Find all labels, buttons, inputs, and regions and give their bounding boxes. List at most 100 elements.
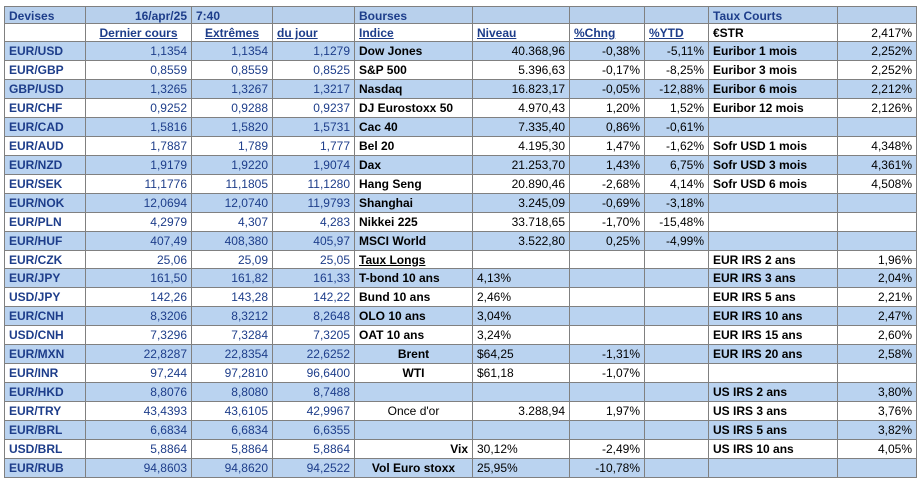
currency-pair: EUR/NZD: [4, 155, 86, 175]
rate-value: 4,508%: [838, 174, 917, 194]
market-level: 4,13%: [473, 269, 570, 289]
dernier-cours-value: 0,8559: [86, 60, 192, 80]
extreme-low-value: 1,777: [273, 136, 355, 156]
daily-change: -2,49%: [570, 440, 645, 460]
rate-name: US IRS 10 ans: [709, 440, 838, 460]
rate-value: 2,252%: [838, 42, 917, 61]
extreme-low-value: 405,97: [273, 231, 355, 251]
market-name: Hang Seng: [355, 174, 473, 194]
extreme-high-value: 43,6105: [192, 402, 273, 422]
header-blank: [473, 6, 570, 24]
extreme-low-value: 8,7488: [273, 383, 355, 403]
market-name: T-bond 10 ans: [355, 269, 473, 289]
rate-value: 4,361%: [838, 155, 917, 175]
dernier-cours-value: 1,7887: [86, 136, 192, 156]
currency-pair: USD/JPY: [4, 288, 86, 308]
market-level: 16.823,17: [473, 79, 570, 99]
rate-name: EUR IRS 20 ans: [709, 345, 838, 365]
extreme-high-value: 1,1354: [192, 42, 273, 61]
market-level: 4.195,30: [473, 136, 570, 156]
dernier-cours-value: 6,6834: [86, 421, 192, 441]
extreme-high-value: 1,789: [192, 136, 273, 156]
market-level: 3,24%: [473, 326, 570, 346]
extreme-low-value: 22,6252: [273, 345, 355, 365]
market-level: 4.970,43: [473, 98, 570, 118]
market-level: 25,95%: [473, 459, 570, 478]
extreme-low-value: 4,283: [273, 212, 355, 232]
daily-change: -1,31%: [570, 345, 645, 365]
extreme-high-value: 143,28: [192, 288, 273, 308]
market-level: 30,12%: [473, 440, 570, 460]
extreme-high-value: 1,5820: [192, 117, 273, 137]
extreme-low-value: 25,05: [273, 250, 355, 270]
daily-change: -0,38%: [570, 42, 645, 61]
extreme-low-value: 96,6400: [273, 364, 355, 384]
extreme-low-value: 11,1280: [273, 174, 355, 194]
dernier-cours-value: 7,3296: [86, 326, 192, 346]
currency-pair: EUR/HKD: [4, 383, 86, 403]
ytd-change: [645, 269, 709, 289]
niveau-column-header: Niveau: [473, 24, 570, 42]
ytd-change: [645, 383, 709, 403]
ytd-change: [645, 307, 709, 327]
dernier-cours-value: 25,06: [86, 250, 192, 270]
daily-change: [570, 269, 645, 289]
dernier-cours-value: 1,5816: [86, 117, 192, 137]
rate-name: [709, 212, 838, 232]
dernier-cours-value: 8,8076: [86, 383, 192, 403]
market-name: Dax: [355, 155, 473, 175]
daily-change: -10,78%: [570, 459, 645, 478]
currency-pair: EUR/GBP: [4, 60, 86, 80]
currency-pair: EUR/AUD: [4, 136, 86, 156]
extreme-high-value: 22,8354: [192, 345, 273, 365]
rate-value: 1,96%: [838, 250, 917, 270]
market-name: Vix: [355, 440, 473, 460]
market-level: 2,46%: [473, 288, 570, 308]
market-name: Nikkei 225: [355, 212, 473, 232]
currency-pair: EUR/CHF: [4, 98, 86, 118]
market-name: Dow Jones: [355, 42, 473, 61]
dernier-cours-value: 5,8864: [86, 440, 192, 460]
rate-name: EUR IRS 10 ans: [709, 307, 838, 327]
daily-change: -0,69%: [570, 193, 645, 213]
rate-value: 3,80%: [838, 383, 917, 403]
market-name: OLO 10 ans: [355, 307, 473, 327]
du-jour-column-header: du jour: [273, 24, 355, 42]
extreme-low-value: 7,3205: [273, 326, 355, 346]
ytd-change: [645, 440, 709, 460]
rate-value: 2,212%: [838, 79, 917, 99]
rate-value: 2,04%: [838, 269, 917, 289]
extreme-high-value: 25,09: [192, 250, 273, 270]
ytd-change: [645, 459, 709, 478]
dernier-cours-value: 1,1354: [86, 42, 192, 61]
ytd-change: [645, 364, 709, 384]
market-level: 3.288,94: [473, 402, 570, 422]
rate-value: 3,82%: [838, 421, 917, 441]
daily-change: 0,86%: [570, 117, 645, 137]
header-blank: [645, 6, 709, 24]
rate-value: 2,417%: [838, 24, 917, 42]
dernier-cours-value: 12,0694: [86, 193, 192, 213]
header-blank: [838, 6, 917, 24]
currency-pair: EUR/CNH: [4, 307, 86, 327]
devises-heading: Devises: [4, 6, 86, 24]
extreme-low-value: 6,6355: [273, 421, 355, 441]
extreme-low-value: 1,9074: [273, 155, 355, 175]
rate-value: [838, 193, 917, 213]
ytd-change: -3,18%: [645, 193, 709, 213]
market-name: MSCI World: [355, 231, 473, 251]
market-name: DJ Eurostoxx 50: [355, 98, 473, 118]
rate-name: Sofr USD 1 mois: [709, 136, 838, 156]
pair-column-header: [4, 24, 86, 42]
dernier-cours-value: 4,2979: [86, 212, 192, 232]
extreme-low-value: 0,9237: [273, 98, 355, 118]
extreme-high-value: 94,8620: [192, 459, 273, 478]
indice-column-header: Indice: [355, 24, 473, 42]
extreme-high-value: 408,380: [192, 231, 273, 251]
ytd-change: -8,25%: [645, 60, 709, 80]
extreme-low-value: 11,9793: [273, 193, 355, 213]
currency-pair: USD/CNH: [4, 326, 86, 346]
rate-value: [838, 364, 917, 384]
rate-name: Euribor 3 mois: [709, 60, 838, 80]
market-level: 20.890,46: [473, 174, 570, 194]
